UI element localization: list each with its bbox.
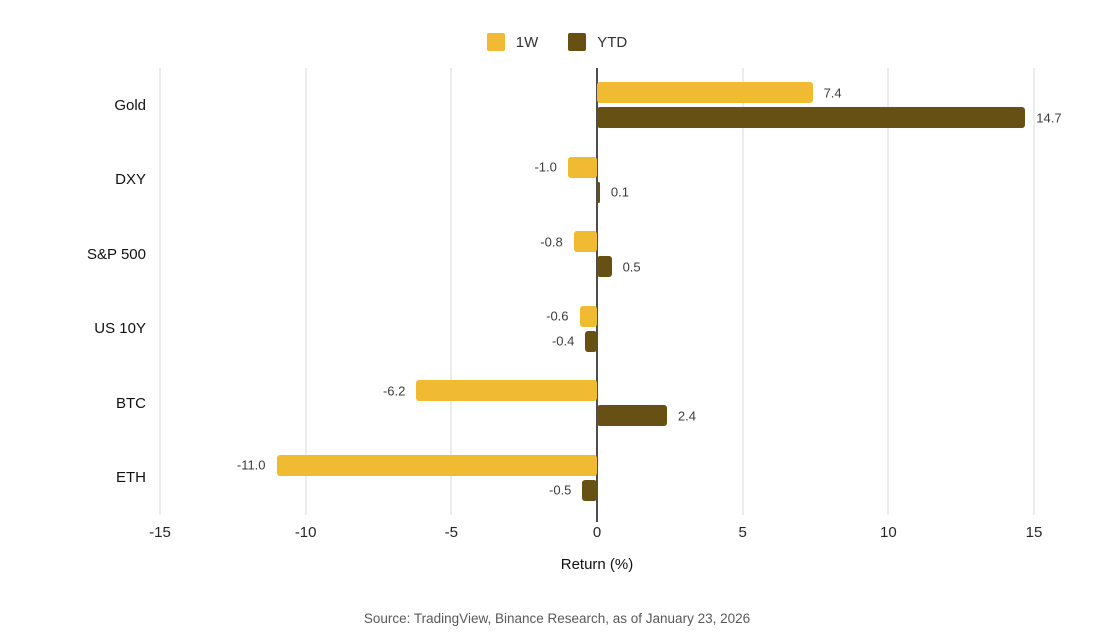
x-tick-label: 0 <box>592 524 602 541</box>
bar-ytd-dxy: 0.1 <box>597 181 629 203</box>
bar-lane: 7.4 <box>160 82 1034 104</box>
category-label-btc: BTC <box>116 394 146 412</box>
bar-1w-eth: -11.0 <box>237 454 597 476</box>
x-tick-label: -5 <box>444 524 458 541</box>
bar-value-label: -1.0 <box>534 159 557 175</box>
gridline <box>887 68 889 515</box>
bar-value-label: 0.1 <box>610 184 629 200</box>
gridline <box>742 68 744 515</box>
category-label-dxy: DXY <box>115 171 146 189</box>
zero-axis-line <box>596 68 598 522</box>
bar-group-eth: -11.0 -0.5 <box>160 441 1034 516</box>
bar-value-label: -11.0 <box>236 457 266 473</box>
x-axis-title: Return (%) <box>560 556 634 573</box>
bar-value-label: -6.2 <box>382 383 406 399</box>
category-axis: Gold DXY S&P 500 US 10Y BTC ETH <box>0 68 146 515</box>
legend-label: YTD <box>597 33 628 51</box>
bar-lane: 2.4 <box>160 405 1034 427</box>
bar-1w-btc: -6.2 <box>383 380 597 402</box>
category-label-eth: ETH <box>116 469 146 487</box>
bar-1w-us-10y: -0.6 <box>546 305 597 327</box>
source-note: Source: TradingView, Binance Research, a… <box>363 611 751 626</box>
x-axis-ticks: -15 -10 -5 0 5 10 15 <box>149 524 1042 544</box>
bar-group-dxy: -1.0 0.1 <box>160 143 1034 218</box>
bar-group-gold: 7.4 14.7 <box>160 68 1062 143</box>
bar-group-us-10y: -0.6 -0.4 <box>160 292 1034 367</box>
plot-area: 7.4 14.7 -1.0 0.1 -0.8 0.5 -0.6 -0.4 -6.2 2.4 -11.… <box>159 68 1062 522</box>
legend-item-1w: 1W <box>486 33 539 51</box>
bar-ytd-us-10y: -0.4 <box>552 330 597 352</box>
bar-value-label: -0.8 <box>540 234 563 250</box>
bar-value-label: 2.4 <box>677 408 696 424</box>
bar-lane: -0.8 <box>160 231 1034 253</box>
bar-lane: -0.4 <box>160 330 1034 352</box>
bar-lane: 0.5 <box>160 256 1034 278</box>
bar-lane: -1.0 <box>160 156 1034 178</box>
legend-label: 1W <box>515 33 539 51</box>
bar-groups: 7.4 14.7 -1.0 0.1 -0.8 0.5 -0.6 -0.4 -6.2 2.4 -11.… <box>160 68 1062 516</box>
bar-1w-s-p-500: -0.8 <box>540 231 597 253</box>
bar-value-label: 7.4 <box>823 85 842 101</box>
bar-value-label: -0.5 <box>549 482 572 498</box>
bar-value-label: -0.6 <box>546 308 569 324</box>
x-tick-label: -10 <box>294 524 317 541</box>
gridline <box>159 68 161 515</box>
x-tick-label: -15 <box>149 524 171 541</box>
x-tick-label: 5 <box>738 524 747 541</box>
legend-swatch-icon <box>568 33 587 51</box>
gridline <box>305 68 307 515</box>
bar-group-btc: -6.2 2.4 <box>160 366 1034 441</box>
bar-lane: -0.5 <box>160 479 1034 501</box>
bar-ytd-btc: 2.4 <box>597 405 696 427</box>
bar-lane: -0.6 <box>160 305 1034 327</box>
x-tick-label: 10 <box>879 524 897 541</box>
bar-ytd-eth: -0.5 <box>549 479 597 501</box>
legend-swatch-icon <box>486 33 505 51</box>
legend-item-ytd: YTD <box>568 33 627 51</box>
bar-value-label: 0.5 <box>622 259 641 275</box>
bar-value-label: -0.4 <box>551 333 575 349</box>
bar-lane: 0.1 <box>160 181 1034 203</box>
bar-lane: -6.2 <box>160 380 1034 402</box>
bar-lane: -11.0 <box>160 454 1034 476</box>
bar-value-label: 14.7 <box>1036 110 1062 126</box>
bar-1w-gold: 7.4 <box>597 82 842 104</box>
bar-lane: 14.7 <box>160 107 1062 129</box>
category-label-us-10y: US 10Y <box>94 320 146 338</box>
gridline <box>450 68 452 515</box>
gridline <box>1033 68 1035 515</box>
bar-1w-dxy: -1.0 <box>534 156 597 178</box>
bar-ytd-s-p-500: 0.5 <box>597 256 641 278</box>
category-label-s-p-500: S&P 500 <box>87 245 146 263</box>
bar-group-s-p-500: -0.8 0.5 <box>160 217 1034 292</box>
x-tick-label: 15 <box>1025 524 1043 541</box>
bar-ytd-gold: 14.7 <box>597 107 1062 129</box>
category-label-gold: Gold <box>114 96 146 114</box>
legend: 1W YTD <box>0 33 1114 51</box>
